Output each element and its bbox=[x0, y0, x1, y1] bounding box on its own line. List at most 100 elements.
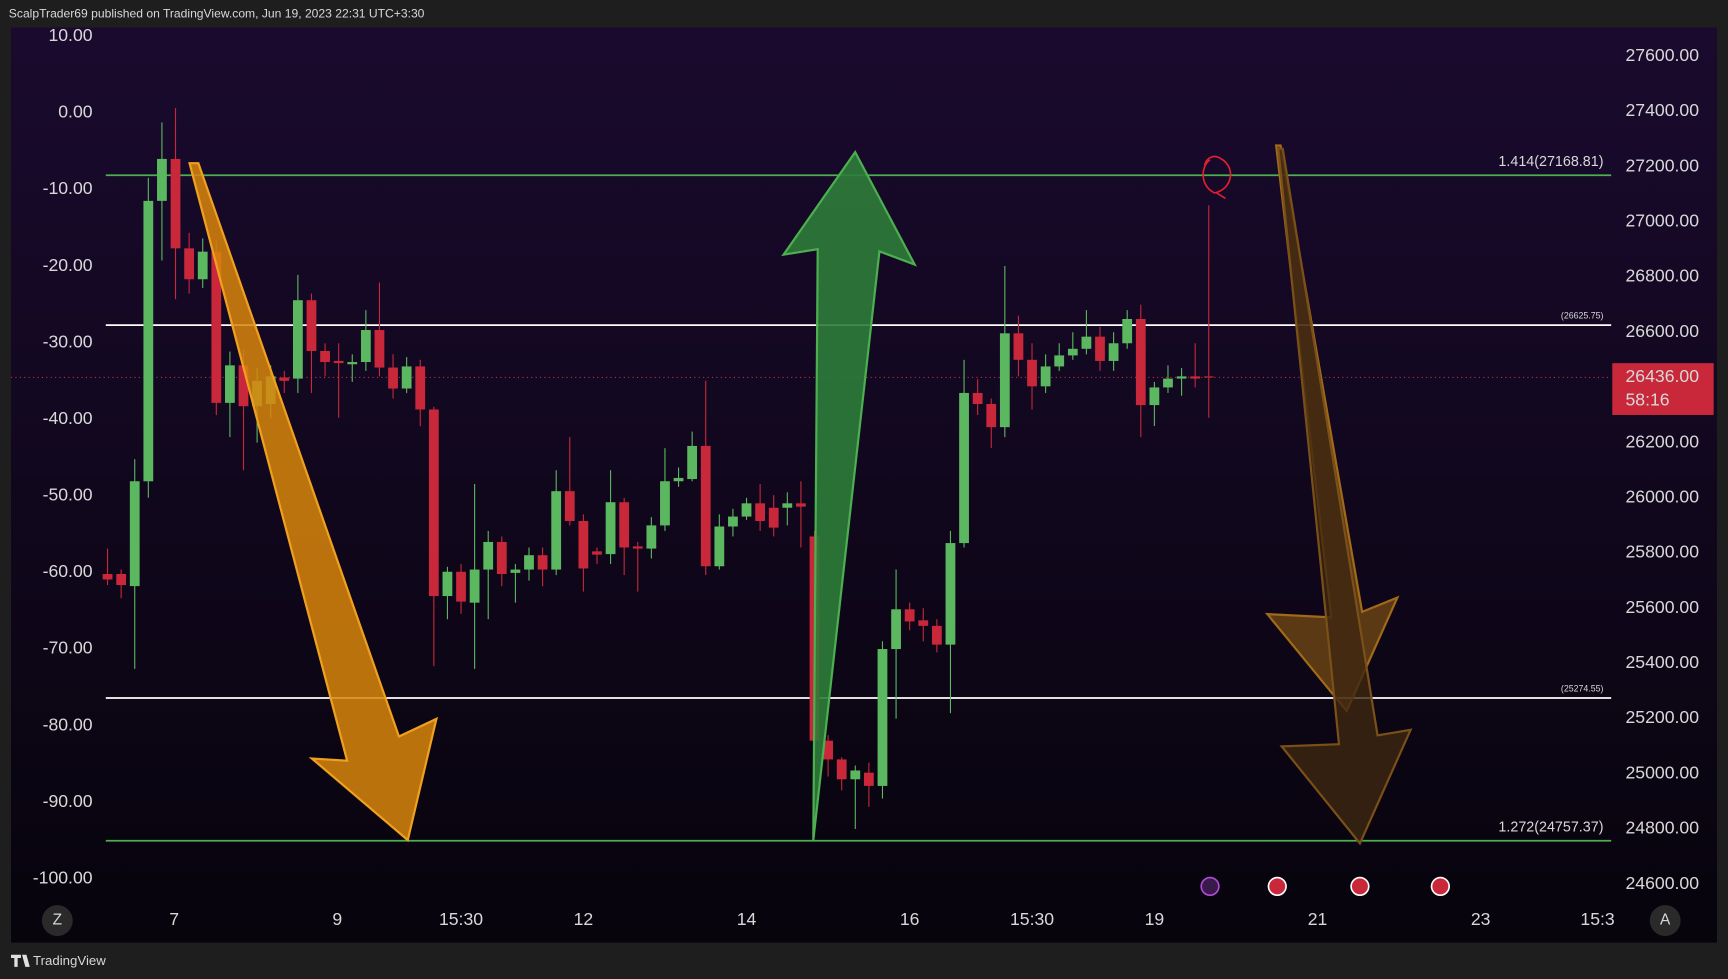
y-tick-label: 24600.00 bbox=[1626, 873, 1700, 893]
candle-body bbox=[496, 541, 507, 574]
candle-body bbox=[945, 543, 956, 645]
x-tick-label: 9 bbox=[332, 909, 342, 929]
candle-body bbox=[483, 541, 494, 570]
candle-body bbox=[741, 503, 752, 517]
candle-body bbox=[687, 445, 698, 480]
header-text: ScalpTrader69 published on TradingView.c… bbox=[9, 7, 425, 21]
candle-body bbox=[442, 571, 453, 597]
candle-body bbox=[1095, 336, 1105, 361]
candle-body bbox=[1163, 378, 1173, 388]
candle-body bbox=[1176, 376, 1187, 379]
button[interactable] bbox=[1649, 905, 1681, 937]
x-tick-label: 19 bbox=[1145, 909, 1165, 929]
price-tag bbox=[1612, 363, 1714, 415]
candle-body bbox=[1054, 355, 1065, 367]
button-label[interactable]: Z bbox=[53, 912, 62, 929]
candle-body bbox=[986, 403, 997, 428]
x-tick-label: 7 bbox=[169, 909, 179, 929]
y2-tick-label: -50.00 bbox=[43, 485, 93, 505]
candle-body bbox=[646, 525, 657, 549]
candle-body bbox=[904, 609, 915, 622]
y-tick-label: 26000.00 bbox=[1626, 486, 1700, 506]
candle-body bbox=[1149, 387, 1160, 406]
candle-body bbox=[700, 445, 711, 567]
candle-body bbox=[863, 772, 874, 786]
candle-body bbox=[415, 366, 426, 410]
flag-icon bbox=[1430, 876, 1451, 897]
candle-body bbox=[850, 770, 861, 780]
candle-body bbox=[877, 649, 888, 786]
candle-body bbox=[1081, 336, 1092, 349]
button-label[interactable]: A bbox=[1660, 912, 1671, 929]
level-label: (26625.75) bbox=[1561, 311, 1604, 321]
x-tick-label: 15:3 bbox=[1580, 909, 1614, 929]
candle-body bbox=[524, 555, 534, 570]
candle-body bbox=[129, 481, 140, 587]
candle-body bbox=[632, 546, 643, 549]
y2-tick-label: -70.00 bbox=[43, 638, 93, 658]
candle-body bbox=[1040, 366, 1051, 387]
drawings bbox=[188, 144, 1451, 897]
candle-body bbox=[918, 620, 929, 626]
candle-body bbox=[1067, 348, 1078, 356]
candle-body bbox=[306, 300, 317, 351]
candle-body bbox=[333, 360, 344, 364]
y-tick-label: 26800.00 bbox=[1626, 266, 1700, 286]
y-tick-label: 27200.00 bbox=[1626, 155, 1700, 175]
candle-body bbox=[238, 365, 249, 407]
candle-body bbox=[592, 551, 602, 555]
candle-body bbox=[564, 491, 575, 521]
candle-body bbox=[1203, 376, 1214, 378]
chart-panel bbox=[11, 27, 1717, 943]
y-tick-label: 25600.00 bbox=[1626, 597, 1700, 617]
level-label: 1.272(24757.37) bbox=[1498, 819, 1603, 835]
y2-tick-label: 10.00 bbox=[48, 25, 92, 45]
button[interactable] bbox=[41, 905, 73, 937]
x-tick-label: 14 bbox=[737, 909, 757, 929]
candle-body bbox=[619, 502, 630, 548]
candle-body bbox=[999, 333, 1010, 428]
candle-body bbox=[143, 200, 154, 482]
candle-body bbox=[374, 330, 385, 368]
y2-tick-label: -20.00 bbox=[43, 255, 93, 275]
y-tick-label: 26600.00 bbox=[1626, 321, 1700, 341]
candle-body bbox=[836, 759, 847, 780]
candle-body bbox=[184, 248, 195, 280]
event-icon bbox=[1200, 876, 1220, 897]
candle-body bbox=[728, 516, 738, 527]
up-arrow bbox=[781, 150, 918, 841]
x-tick-label: 15:30 bbox=[439, 909, 483, 929]
down-arrow bbox=[1277, 147, 1413, 846]
candle-body bbox=[1027, 359, 1037, 387]
y-tick-label: 25200.00 bbox=[1626, 707, 1700, 727]
y-tick-label: 25800.00 bbox=[1626, 542, 1700, 562]
candle-body bbox=[959, 392, 969, 544]
logo bbox=[11, 954, 30, 967]
candle-body bbox=[456, 571, 466, 602]
candle-body bbox=[551, 491, 562, 570]
y2-tick-label: -60.00 bbox=[43, 561, 93, 581]
candle-body bbox=[1135, 318, 1146, 406]
candle-body bbox=[157, 158, 167, 201]
candle-body bbox=[823, 740, 833, 760]
candle-body bbox=[972, 392, 983, 404]
level-label: 1.414(27168.81) bbox=[1498, 154, 1603, 170]
candle-body bbox=[469, 569, 480, 603]
y2-tick-label: -40.00 bbox=[43, 408, 93, 428]
y2-tick-label: -30.00 bbox=[43, 331, 93, 351]
candle-body bbox=[1013, 333, 1024, 360]
candle-body bbox=[211, 251, 222, 403]
y2-tick-label: -90.00 bbox=[43, 791, 93, 811]
candle-body bbox=[1122, 318, 1133, 344]
candle-body bbox=[796, 503, 806, 507]
x-tick-label: 21 bbox=[1308, 909, 1328, 929]
y2-tick-label: -80.00 bbox=[43, 714, 93, 734]
candle-body bbox=[578, 520, 589, 569]
candle-body bbox=[673, 477, 684, 482]
candle-body bbox=[931, 625, 942, 645]
x-tick-label: 16 bbox=[900, 909, 920, 929]
candle-body bbox=[537, 555, 548, 570]
y2-tick-label: -10.00 bbox=[43, 178, 93, 198]
candle-body bbox=[170, 158, 181, 249]
